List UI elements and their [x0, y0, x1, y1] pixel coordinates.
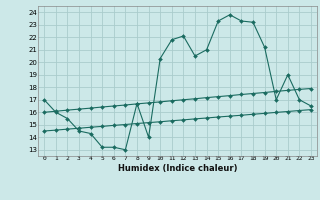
X-axis label: Humidex (Indice chaleur): Humidex (Indice chaleur): [118, 164, 237, 173]
